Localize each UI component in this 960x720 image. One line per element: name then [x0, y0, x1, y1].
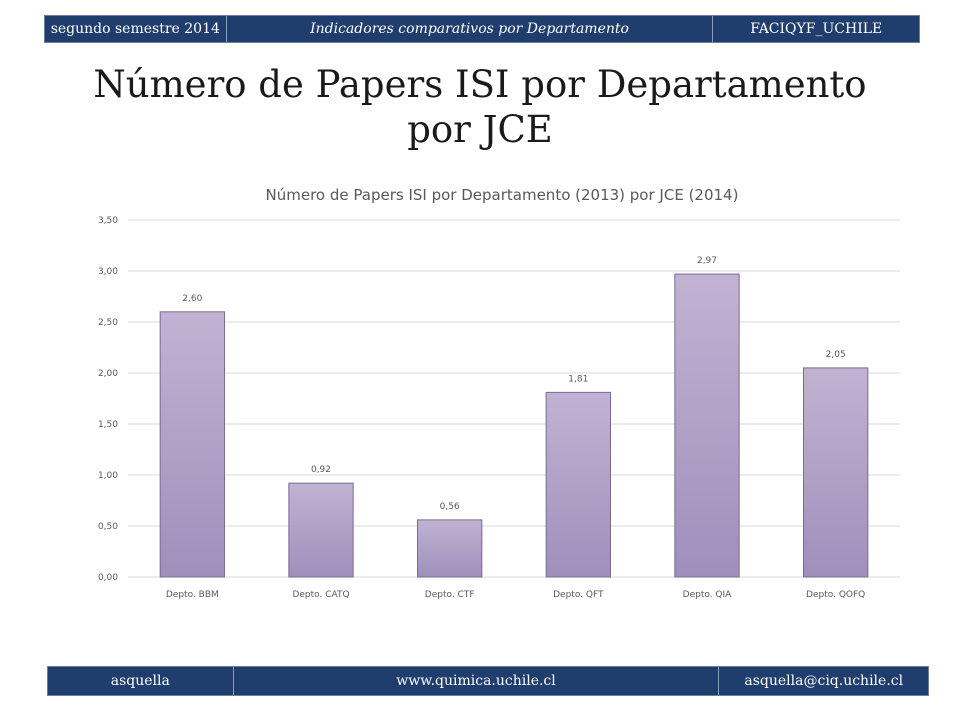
header-subject: Indicadores comparativos por Departament… [227, 16, 714, 42]
x-tick-label: Depto. CTF [425, 590, 475, 600]
data-labels: 2,60 0,92 0,56 1,81 2,97 2,05 [182, 256, 845, 512]
slide-title: Número de Papers ISI por Departamento po… [93, 63, 867, 151]
bar-chart: Número de Papers ISI por Departamento (2… [98, 186, 900, 600]
bar [803, 367, 869, 578]
y-tick-label: 3,00 [98, 267, 118, 277]
bar [674, 273, 740, 578]
bar [159, 311, 226, 578]
y-tick-label: 1,00 [98, 471, 118, 481]
data-label: 2,05 [826, 350, 846, 360]
y-axis-ticks: 0,00 0,50 1,00 1,50 2,00 2,50 3,00 3,50 [98, 216, 118, 583]
y-tick-label: 0,00 [98, 573, 118, 583]
x-tick-label: Depto. QOFQ [806, 590, 865, 600]
header-institution: FACIQYF_UCHILE [750, 21, 883, 37]
chart-title: Número de Papers ISI por Departamento (2… [266, 186, 739, 204]
footer-band: asquella www.quimica.uchile.cl asquella@… [47, 666, 929, 696]
x-tick-label: Depto. QFT [553, 590, 604, 600]
bar [288, 482, 354, 578]
header-band: segundo semestre 2014 Indicadores compar… [44, 15, 920, 43]
gridlines [128, 219, 900, 578]
y-tick-label: 0,50 [98, 522, 118, 532]
footer-author: asquella [48, 667, 234, 695]
footer-email-link[interactable]: asquella@ciq.uchile.cl [744, 673, 904, 689]
x-tick-label: Depto. QIA [683, 590, 733, 600]
header-semester: segundo semestre 2014 [45, 16, 227, 42]
data-label: 1,81 [568, 374, 588, 384]
bar [417, 519, 483, 578]
bars [159, 273, 869, 578]
x-tick-label: Depto. BBM [166, 590, 219, 600]
y-tick-label: 2,00 [98, 369, 118, 379]
bar [545, 391, 612, 578]
x-tick-label: Depto. CATQ [292, 590, 349, 600]
x-axis-ticks: Depto. BBM Depto. CATQ Depto. CTF Depto. QF… [166, 590, 865, 600]
data-label: 2,60 [182, 294, 202, 304]
y-tick-label: 1,50 [98, 420, 118, 430]
y-tick-label: 2,50 [98, 318, 118, 328]
data-label: 2,97 [697, 256, 717, 266]
data-label: 0,56 [440, 502, 460, 512]
footer-website-link[interactable]: www.quimica.uchile.cl [234, 667, 720, 695]
y-tick-label: 3,50 [98, 216, 118, 226]
data-label: 0,92 [311, 465, 331, 475]
